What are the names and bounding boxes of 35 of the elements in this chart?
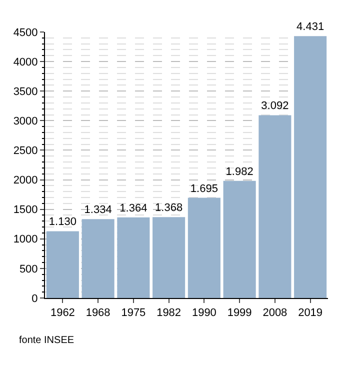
y-tick-label: 3500 xyxy=(13,86,38,98)
data-label: 4.431 xyxy=(296,21,324,34)
bar xyxy=(82,219,114,298)
y-tick-label: 3000 xyxy=(13,116,38,128)
data-label: 1.695 xyxy=(190,182,218,195)
data-label: 1.982 xyxy=(226,166,254,178)
y-tick-label: 4000 xyxy=(13,56,38,68)
data-label: 1.334 xyxy=(84,204,112,216)
bar xyxy=(46,231,79,298)
y-tick-label: 1500 xyxy=(13,204,38,216)
bar xyxy=(152,217,186,298)
y-tick-label: 0 xyxy=(32,292,38,305)
bar xyxy=(117,217,150,298)
y-tick-label: 4500 xyxy=(13,26,38,39)
bar xyxy=(294,36,327,298)
x-tick-label: 1975 xyxy=(121,307,146,320)
x-tick-label: 1968 xyxy=(86,307,110,320)
y-tick-label: 500 xyxy=(19,263,38,276)
bar xyxy=(258,115,292,298)
data-label: 1.130 xyxy=(48,216,76,228)
x-tick-label: 1982 xyxy=(156,307,182,320)
bar xyxy=(188,198,220,298)
y-tick-label: 2500 xyxy=(13,145,38,158)
x-tick-label: 1962 xyxy=(50,307,75,320)
x-tick-label: 1999 xyxy=(227,307,252,320)
x-tick-label: 2019 xyxy=(298,307,323,320)
x-tick-label: 1990 xyxy=(192,307,216,320)
source-note: fonte INSEE xyxy=(19,335,74,346)
x-tick-label: 2008 xyxy=(262,307,288,320)
data-label: 1.364 xyxy=(120,202,148,214)
data-label: 1.368 xyxy=(155,202,183,214)
y-tick-label: 2000 xyxy=(13,174,38,187)
y-tick-label: 1000 xyxy=(13,234,38,246)
data-label: 3.092 xyxy=(261,100,289,112)
bar xyxy=(223,180,256,298)
